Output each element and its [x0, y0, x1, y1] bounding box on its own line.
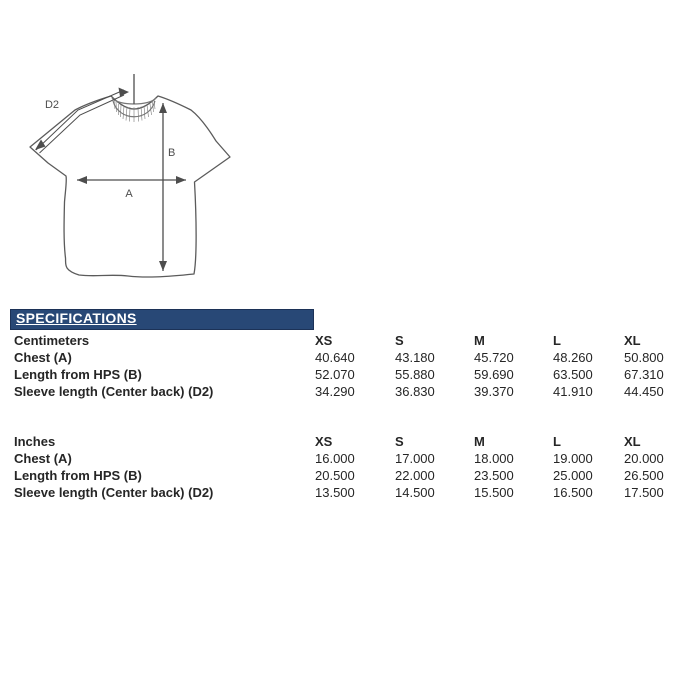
svg-text:D2: D2 [45, 99, 59, 111]
svg-text:A: A [125, 188, 133, 200]
svg-text:B: B [168, 147, 175, 159]
